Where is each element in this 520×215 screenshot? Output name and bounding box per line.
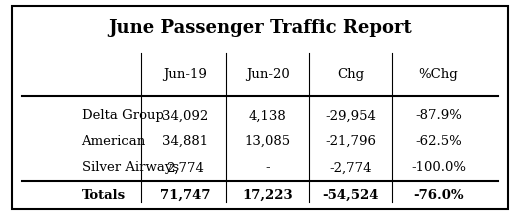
Text: -62.5%: -62.5% bbox=[415, 135, 462, 148]
Text: -100.0%: -100.0% bbox=[411, 161, 466, 175]
FancyBboxPatch shape bbox=[12, 6, 508, 209]
Text: Jun-19: Jun-19 bbox=[163, 68, 207, 81]
Text: 71,747: 71,747 bbox=[160, 189, 210, 202]
Text: Jun-20: Jun-20 bbox=[246, 68, 290, 81]
Text: Totals: Totals bbox=[82, 189, 126, 202]
Text: Delta Group: Delta Group bbox=[82, 109, 163, 123]
Text: American: American bbox=[82, 135, 146, 148]
Text: -: - bbox=[265, 161, 270, 175]
Text: -87.9%: -87.9% bbox=[415, 109, 462, 123]
Text: Silver Airways: Silver Airways bbox=[82, 161, 179, 175]
Text: -29,954: -29,954 bbox=[325, 109, 376, 123]
Text: -76.0%: -76.0% bbox=[413, 189, 464, 202]
Text: -21,796: -21,796 bbox=[325, 135, 376, 148]
Text: 4,138: 4,138 bbox=[249, 109, 287, 123]
Text: -54,524: -54,524 bbox=[322, 189, 379, 202]
Text: 2,774: 2,774 bbox=[166, 161, 204, 175]
Text: 17,223: 17,223 bbox=[242, 189, 293, 202]
Text: %Chg: %Chg bbox=[419, 68, 458, 81]
Text: 34,881: 34,881 bbox=[162, 135, 208, 148]
Text: -2,774: -2,774 bbox=[329, 161, 372, 175]
Text: 34,092: 34,092 bbox=[162, 109, 208, 123]
Text: June Passenger Traffic Report: June Passenger Traffic Report bbox=[108, 19, 412, 37]
Text: Chg: Chg bbox=[337, 68, 364, 81]
Text: 13,085: 13,085 bbox=[245, 135, 291, 148]
